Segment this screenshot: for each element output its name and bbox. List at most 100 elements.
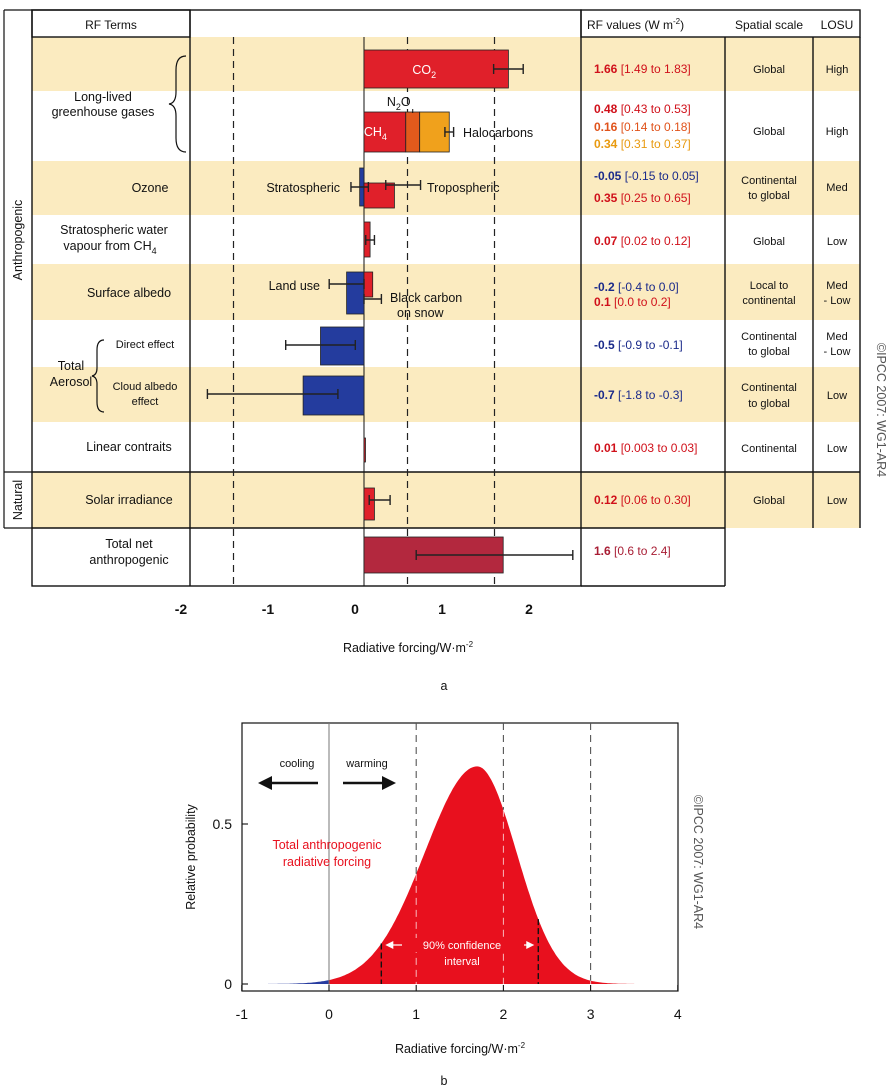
x-tick-0: -2 [175, 601, 188, 617]
x-tick-b-4: 3 [587, 1006, 595, 1022]
bar-label-n2o-sub: 2 [396, 102, 401, 112]
bar-cloud-albedo [302, 375, 365, 416]
x-axis-label-b-exp: -2 [518, 1041, 526, 1050]
x-tick-b-3: 2 [500, 1006, 508, 1022]
spatial-scale-4-0: Local to [750, 280, 789, 292]
panel-a: RF Terms RF values (W m-2) Spatial scale LO… [3, 9, 888, 693]
ci-label-bg [402, 938, 524, 952]
losu-7-0: Low [827, 443, 847, 455]
row-label-aerosol-1: Total [58, 359, 84, 373]
losu-1-0: High [826, 126, 849, 138]
x-axis-label-b: Radiative forcing/W·m-2 [395, 1041, 526, 1056]
row-label-total-net-1: Total net [105, 537, 153, 551]
spatial-scale-2-1: to global [748, 190, 790, 202]
row-label-strat-water-1: Stratospheric water [60, 223, 168, 237]
rf-range-5-0: [-0.9 to -0.1] [615, 338, 683, 352]
bar-label-ch4-sub: 4 [382, 132, 387, 142]
x-tick-3: 1 [438, 601, 446, 617]
losu-5-1: - Low [824, 346, 851, 358]
side-label-anthropogenic: Anthropogenic [11, 200, 25, 281]
bar-aerosol-direct [320, 326, 365, 366]
side-label-natural: Natural [11, 480, 25, 520]
rf-range-8-0: [0.06 to 0.30] [617, 493, 690, 507]
bar-label-land-use: Land use [269, 279, 320, 293]
x-tick-4: 2 [525, 601, 533, 617]
cooling-label: cooling [280, 758, 315, 770]
bar-label-stratospheric: Stratospheric [266, 181, 340, 195]
header-rf-values: RF values (W m-2) [587, 17, 684, 32]
curve-positive-area [329, 766, 635, 984]
bar-label-co2: CO2 [412, 63, 436, 80]
rf-range-9-0: [0.6 to 2.4] [611, 544, 671, 558]
row-sublabel-direct: Direct effect [116, 339, 175, 351]
row-label-contrails: Linear contraits [86, 440, 171, 454]
row-label-strat-water-sub: 4 [152, 246, 157, 256]
rf-value-1-2: 0.34 [0.31 to 0.37] [594, 137, 691, 151]
row-shade-1 [32, 161, 860, 215]
spatial-scale-1-0: Global [753, 126, 785, 138]
bar-black-carbon [363, 271, 374, 298]
spatial-scale-6-0: Continental [741, 382, 797, 394]
ci-label-2: interval [444, 956, 479, 968]
bar-label-n2o-tail: O [401, 95, 411, 109]
panel-b: 90% confidence interval Total anthropogeni… [184, 722, 705, 1088]
spatial-scale-4-1: continental [742, 295, 795, 307]
y-tick-b-1: 0.5 [213, 816, 233, 832]
rf-range-7-0: [0.003 to 0.03] [617, 441, 697, 455]
bar-contrails [363, 437, 366, 463]
rf-range-0-0: [1.49 to 1.83] [617, 62, 690, 76]
x-tick-1: -1 [262, 601, 275, 617]
bar-n2o [405, 111, 421, 153]
rf-range-4-1: [0.0 to 0.2] [611, 295, 671, 309]
series-label-1: Total anthropogenic [272, 838, 381, 852]
rf-value-4-0: -0.2 [-0.4 to 0.0] [594, 280, 679, 294]
bar-label-black-carbon-1: Black carbon [390, 291, 462, 305]
brace-llghg [168, 55, 187, 153]
rf-range-6-0: [-1.8 to -0.3] [615, 388, 683, 402]
row-shade-3 [32, 367, 860, 422]
bar-label-n2o: N2O [387, 95, 411, 112]
header-table-box [580, 9, 861, 38]
curve-negative-area [267, 980, 329, 984]
warming-arrow-head [382, 776, 396, 790]
rf-value-5-0: -0.5 [-0.9 to -0.1] [594, 338, 683, 352]
row-shade-4 [32, 472, 860, 528]
rf-value-2-1: 0.35 [0.25 to 0.65] [594, 191, 691, 205]
copyright-a: ©IPCC 2007: WG1-AR4 [874, 343, 888, 477]
rf-value-3-0: 0.07 [0.02 to 0.12] [594, 234, 691, 248]
ci-arrow-right-head [526, 941, 535, 949]
plot-frame [31, 9, 582, 587]
rf-range-2-1: [0.25 to 0.65] [617, 191, 690, 205]
losu-8-0: Low [827, 495, 847, 507]
row-label-strat-water-2: vapour from CH4 [63, 239, 156, 256]
losu-6-0: Low [827, 390, 847, 402]
rf-range-1-0: [0.43 to 0.53] [617, 102, 690, 116]
rf-value-8-0: 0.12 [0.06 to 0.30] [594, 493, 691, 507]
spatial-scale-0-0: Global [753, 64, 785, 76]
spatial-scale-2-0: Continental [741, 175, 797, 187]
losu-4-0: Med [826, 280, 847, 292]
rf-range-3-0: [0.02 to 0.12] [617, 234, 690, 248]
row-label-llghg-2: greenhouse gases [52, 105, 155, 119]
losu-3-0: Low [827, 236, 847, 248]
bar-land-use [346, 271, 365, 315]
brace-aerosol [91, 339, 105, 413]
losu-4-1: - Low [824, 295, 851, 307]
series-label-2: radiative forcing [283, 855, 371, 869]
rf-value-7-0: 0.01 [0.003 to 0.03] [594, 441, 697, 455]
copyright-b: ©IPCC 2007: WG1-AR4 [691, 795, 705, 929]
spatial-scale-8-0: Global [753, 495, 785, 507]
rf-value-6-0: -0.7 [-1.8 to -0.3] [594, 388, 683, 402]
y-axis-label-b: Relative probability [184, 803, 198, 909]
spatial-scale-5-0: Continental [741, 331, 797, 343]
ci-arrow-left-head [385, 941, 394, 949]
row-label-surface-albedo: Surface albedo [87, 286, 171, 300]
x-tick-b-0: -1 [236, 1006, 249, 1022]
header-rf-terms-box [31, 9, 191, 38]
header-rf-values-close: ) [680, 18, 684, 32]
row-sublabel-cloud-1: Cloud albedo [113, 381, 178, 393]
rf-value-2-0: -0.05 [-0.15 to 0.05] [594, 169, 699, 183]
rf-range-2-0: [-0.15 to 0.05] [621, 169, 698, 183]
warming-label: warming [345, 758, 388, 770]
